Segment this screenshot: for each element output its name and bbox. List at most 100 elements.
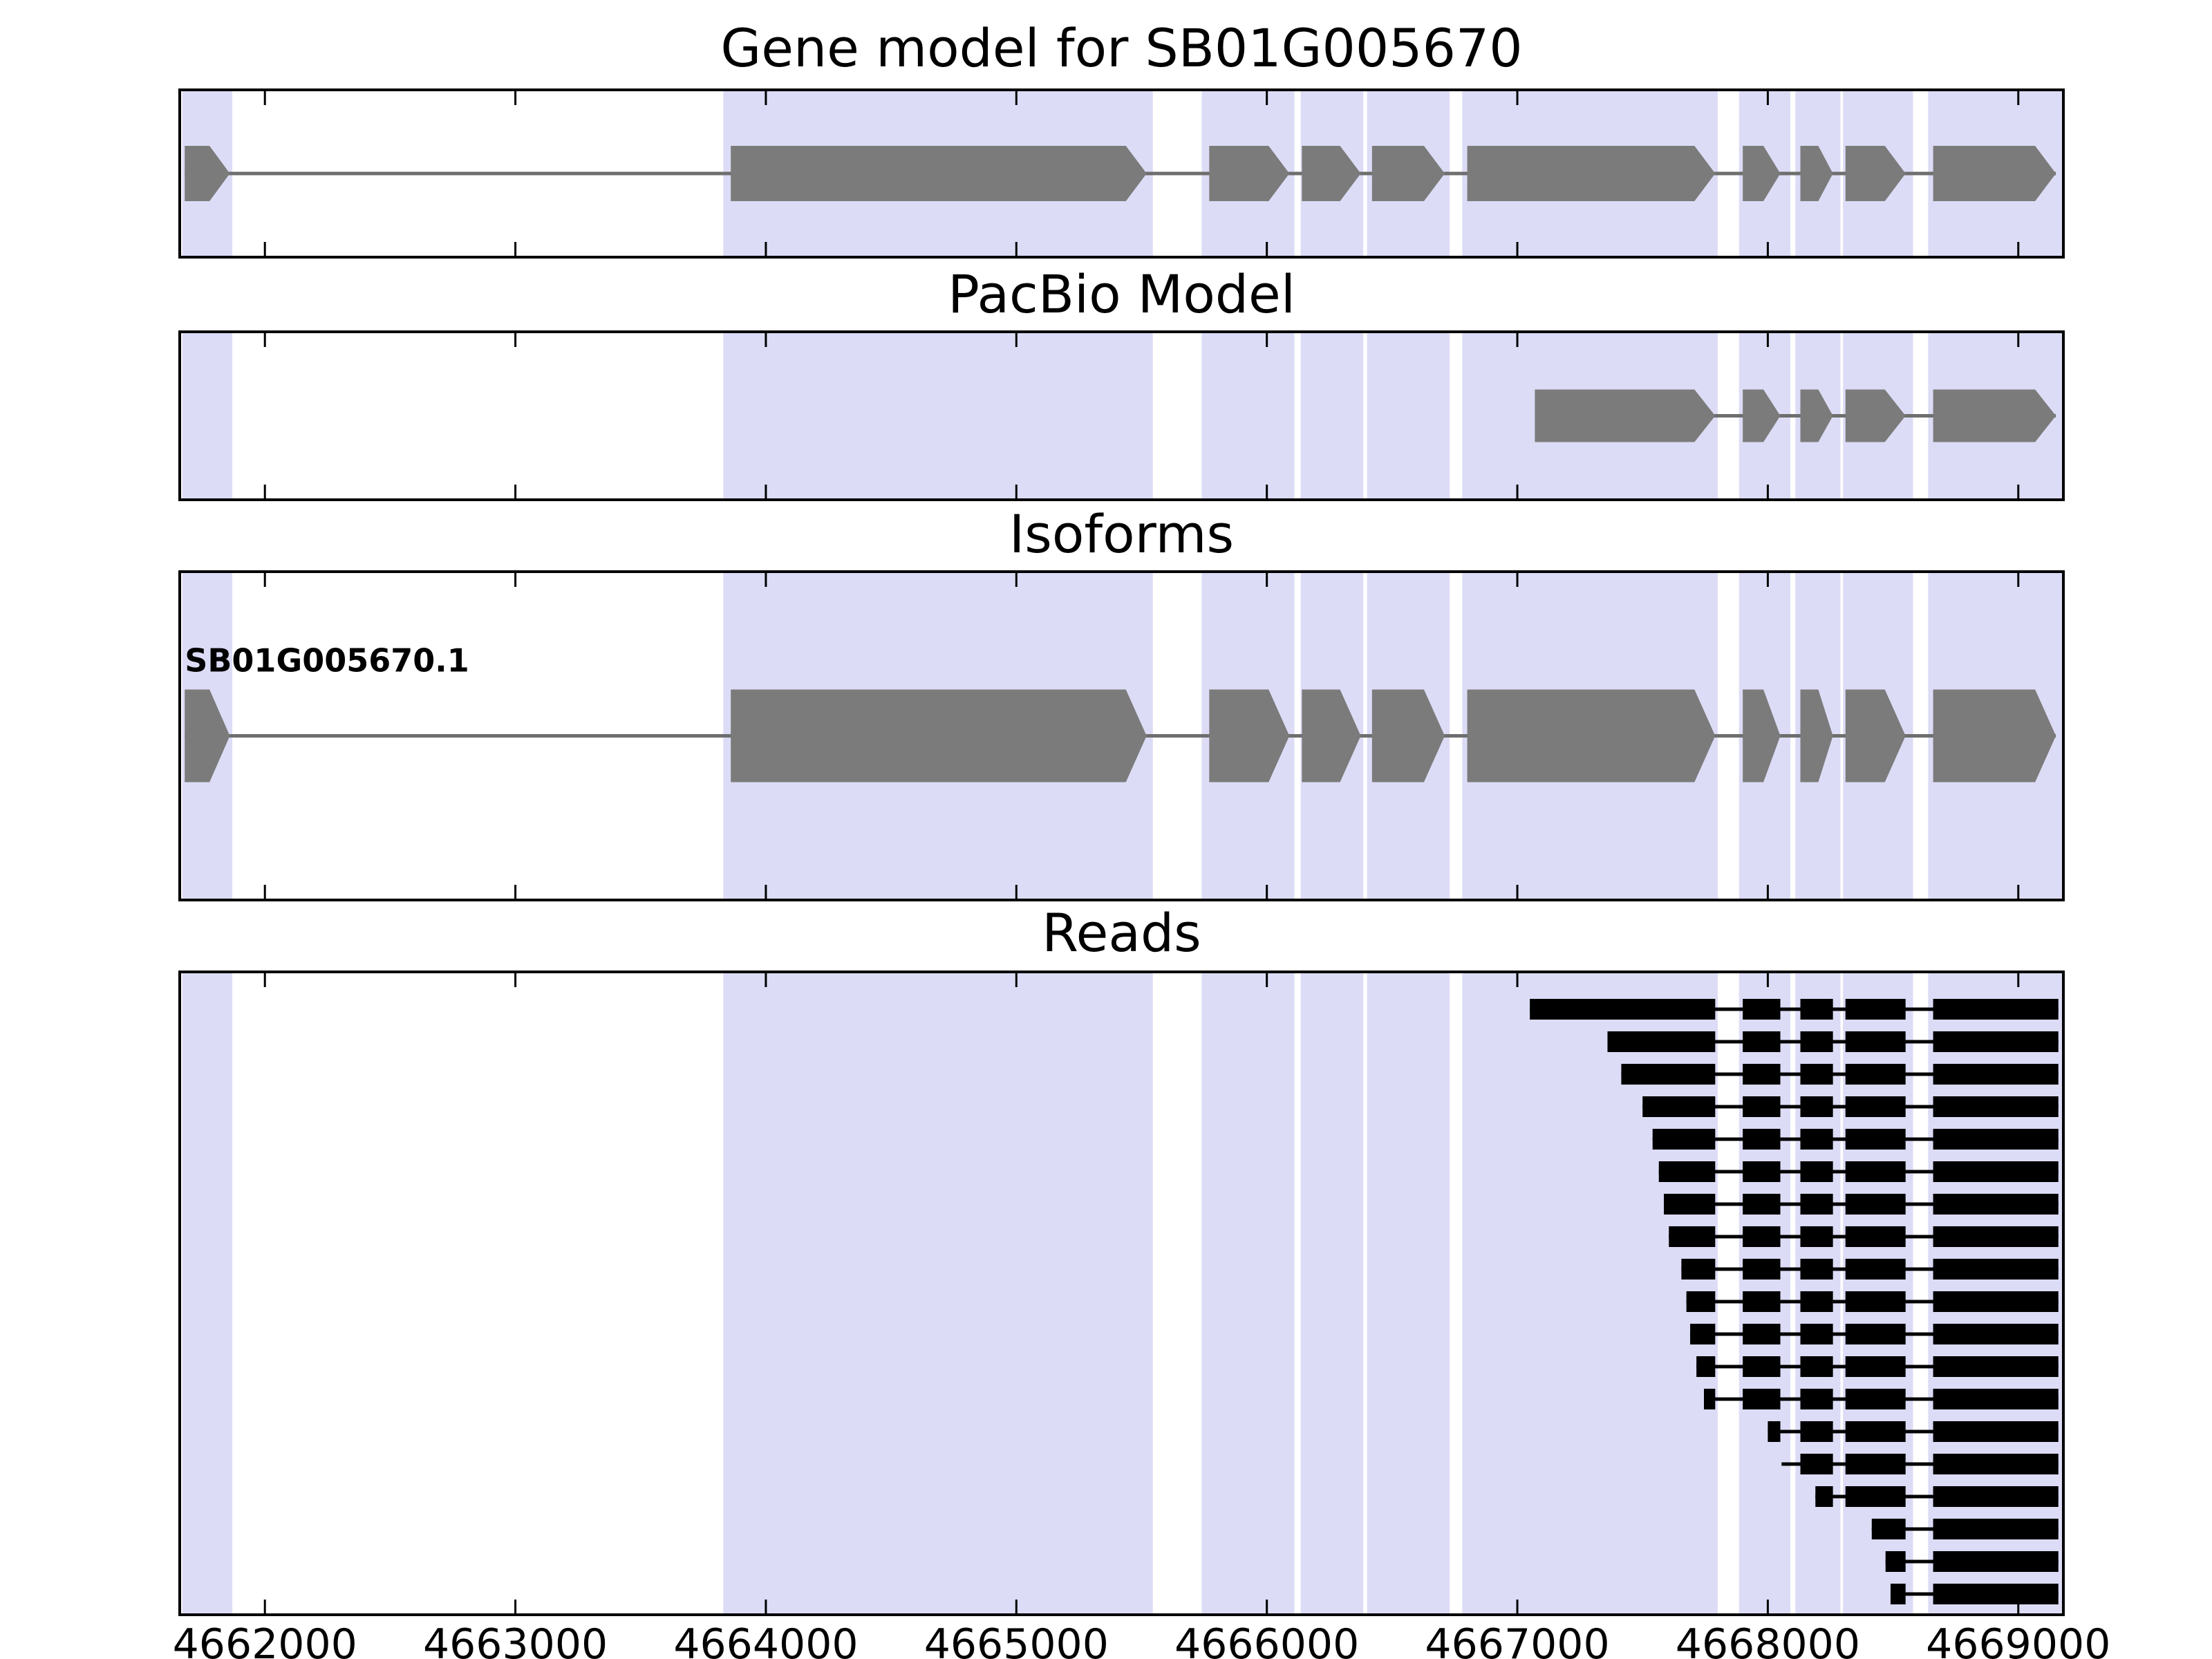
exon xyxy=(731,689,1147,782)
x-tick-label: 4662000 xyxy=(172,1620,357,1659)
read-exon xyxy=(1743,1291,1781,1312)
read-exon xyxy=(1607,1031,1716,1052)
read-exon xyxy=(1933,999,2059,1020)
read-exon xyxy=(1845,1096,1906,1117)
read-exon xyxy=(1933,1519,2059,1539)
read-exon xyxy=(1845,1129,1906,1150)
exon-highlight-band xyxy=(1201,333,1295,498)
exon xyxy=(1743,689,1781,782)
read-exon xyxy=(1530,999,1716,1020)
read-exon xyxy=(1743,1259,1781,1280)
read-exon xyxy=(1664,1194,1716,1215)
exon xyxy=(1209,146,1290,201)
read-exon xyxy=(1743,1129,1781,1150)
read-exon xyxy=(1800,1226,1833,1247)
read-exon xyxy=(1642,1096,1716,1117)
panel-title-gene-model: Gene model for SB01G005670 xyxy=(720,17,1523,79)
read-exon xyxy=(1845,1356,1906,1377)
read-exon xyxy=(1845,1421,1906,1442)
read-exon xyxy=(1800,1421,1833,1442)
exon xyxy=(1845,389,1906,442)
x-tick-label: 4668000 xyxy=(1675,1620,1861,1659)
read-exon xyxy=(1845,1486,1906,1507)
read-exon xyxy=(1933,1291,2059,1312)
panel-title-pacbio-model: PacBio Model xyxy=(948,263,1295,325)
read-exon xyxy=(1800,1389,1833,1409)
exon xyxy=(1371,146,1445,201)
read-exon xyxy=(1933,1161,2059,1182)
exon xyxy=(1467,146,1716,201)
panel-border xyxy=(178,330,2065,501)
read-exon xyxy=(1933,1454,2059,1474)
x-axis: 4662000 4663000 4664000 4665000 4666000 46670… xyxy=(0,1620,2212,1659)
read-exon xyxy=(1658,1161,1716,1182)
exon xyxy=(1933,689,2056,782)
read-exon xyxy=(1696,1356,1716,1377)
read-exon xyxy=(1800,1064,1833,1085)
read-exon xyxy=(1933,1096,2059,1117)
x-tick-label: 4665000 xyxy=(924,1620,1109,1659)
exon xyxy=(731,146,1147,201)
panel-border xyxy=(178,971,2065,1616)
read-exon xyxy=(1621,1064,1716,1085)
read-exon xyxy=(1743,1096,1781,1117)
read-exon xyxy=(1933,1064,2059,1085)
panel-pacbio-model xyxy=(178,330,2065,501)
x-tick-label: 4663000 xyxy=(422,1620,608,1659)
x-tick-label: 4667000 xyxy=(1425,1620,1610,1659)
read-exon xyxy=(1933,1551,2059,1572)
read-exon xyxy=(1800,999,1833,1020)
read-exon xyxy=(1800,1324,1833,1344)
exon-highlight-band xyxy=(1367,333,1450,498)
read-exon xyxy=(1890,1584,1906,1604)
read-exon xyxy=(1743,1389,1781,1409)
read-exon xyxy=(1845,1064,1906,1085)
exon xyxy=(1302,689,1361,782)
x-tick-label: 4664000 xyxy=(673,1620,859,1659)
exon xyxy=(1933,389,2056,442)
read-exon xyxy=(1704,1389,1716,1409)
exon xyxy=(1845,146,1906,201)
read-exon xyxy=(1669,1226,1716,1247)
read-exon xyxy=(1800,1259,1833,1280)
read-exon xyxy=(1933,1226,2059,1247)
isoform-label: SB01G005670.1 xyxy=(185,642,469,679)
exon xyxy=(1800,146,1833,201)
exon xyxy=(1371,689,1445,782)
read-exon xyxy=(1681,1259,1716,1280)
read-exon xyxy=(1933,1356,2059,1377)
read-exon xyxy=(1743,1161,1781,1182)
read-exon xyxy=(1845,1226,1906,1247)
exon-highlight-band xyxy=(1300,333,1364,498)
panel-isoforms: SB01G005670.1 xyxy=(178,570,2065,901)
read-exon xyxy=(1800,1031,1833,1052)
exon xyxy=(1933,146,2056,201)
read-exon xyxy=(1845,1291,1906,1312)
exon xyxy=(185,689,230,782)
read-exon xyxy=(1933,1389,2059,1409)
panel-gene-model xyxy=(178,88,2065,259)
panel-border xyxy=(178,570,2065,901)
read-exon xyxy=(1800,1356,1833,1377)
read-exon xyxy=(1800,1194,1833,1215)
read-exon xyxy=(1933,1584,2059,1604)
read-exon xyxy=(1800,1454,1833,1474)
exon-highlight-band xyxy=(1367,973,1450,1613)
read-exon xyxy=(1743,1226,1781,1247)
read-exon xyxy=(1933,1259,2059,1280)
exon-highlight-band xyxy=(1300,973,1364,1613)
read-exon xyxy=(1743,1064,1781,1085)
exon-highlight-band xyxy=(1201,973,1295,1613)
read-exon xyxy=(1743,1194,1781,1215)
read-exon xyxy=(1933,1324,2059,1344)
exon xyxy=(1467,689,1716,782)
read-exon xyxy=(1845,1389,1906,1409)
x-tick-label: 4669000 xyxy=(1926,1620,2111,1659)
read-exon xyxy=(1815,1486,1833,1507)
exon xyxy=(1743,389,1781,442)
read-exon xyxy=(1845,1194,1906,1215)
read-exon xyxy=(1933,1129,2059,1150)
read-exon xyxy=(1845,1161,1906,1182)
